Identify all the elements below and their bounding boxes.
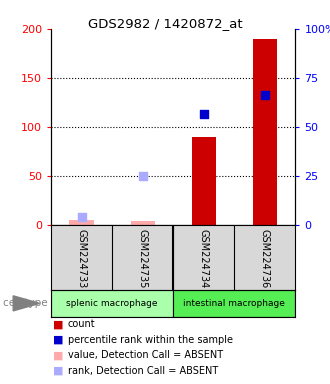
Point [140,173,145,179]
Text: ■: ■ [52,319,63,329]
Text: ■: ■ [52,350,63,360]
Bar [173,290,295,317]
Point [201,111,207,117]
Text: GDS2982 / 1420872_at: GDS2982 / 1420872_at [88,17,242,30]
Text: GSM224733: GSM224733 [77,229,87,288]
Text: GSM224734: GSM224734 [199,229,209,288]
Text: intestinal macrophage: intestinal macrophage [183,299,285,308]
Text: ■: ■ [52,366,63,376]
Text: cell type: cell type [3,298,48,308]
Point [79,214,84,220]
Bar [51,290,173,317]
Bar [70,220,94,225]
Point [262,92,267,98]
Text: count: count [68,319,95,329]
Bar [130,221,155,225]
Text: percentile rank within the sample: percentile rank within the sample [68,335,233,345]
Text: value, Detection Call = ABSENT: value, Detection Call = ABSENT [68,350,223,360]
Bar [253,39,277,225]
Bar [191,137,216,225]
Text: GSM224736: GSM224736 [260,229,270,288]
Text: GSM224735: GSM224735 [138,229,148,289]
Text: rank, Detection Call = ABSENT: rank, Detection Call = ABSENT [68,366,218,376]
Text: ■: ■ [52,335,63,345]
Text: splenic macrophage: splenic macrophage [66,299,158,308]
Polygon shape [13,296,40,311]
